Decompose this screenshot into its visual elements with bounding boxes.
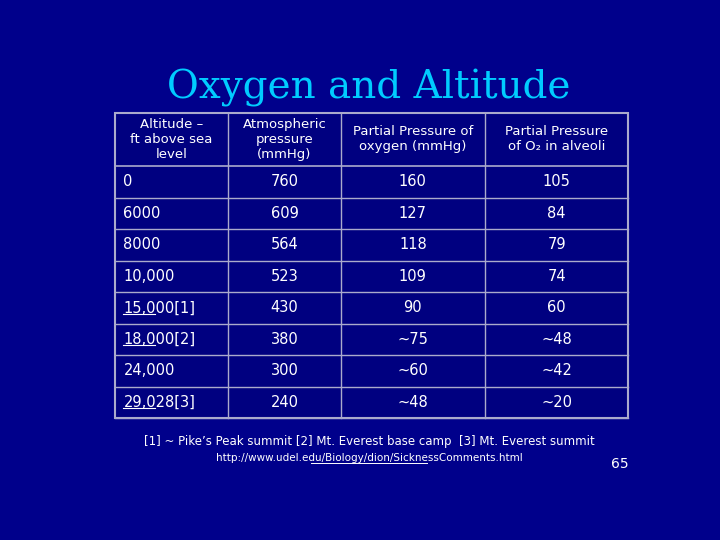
Text: 6000: 6000 [124, 206, 161, 221]
Bar [115, 113, 629, 418]
Text: 609: 609 [271, 206, 299, 221]
Text: 90: 90 [403, 300, 422, 315]
Text: 74: 74 [547, 269, 566, 284]
Text: 8000: 8000 [124, 238, 161, 252]
Text: 380: 380 [271, 332, 298, 347]
Text: 760: 760 [271, 174, 299, 190]
Text: 29,028[3]: 29,028[3] [124, 395, 195, 410]
Text: http://www.udel.edu/Biology/dion/SicknessComments.html: http://www.udel.edu/Biology/dion/Sicknes… [215, 453, 523, 463]
Text: 15,000[1]: 15,000[1] [124, 300, 196, 315]
Text: 105: 105 [543, 174, 570, 190]
Text: 0: 0 [124, 174, 133, 190]
Text: 10,000: 10,000 [124, 269, 175, 284]
Text: 24,000: 24,000 [124, 363, 175, 379]
Text: Altitude –
ft above sea
level: Altitude – ft above sea level [130, 118, 213, 161]
Text: 79: 79 [547, 238, 566, 252]
Text: 160: 160 [399, 174, 427, 190]
Text: 118: 118 [399, 238, 427, 252]
Text: 523: 523 [271, 269, 298, 284]
Text: ~48: ~48 [541, 332, 572, 347]
Text: ~42: ~42 [541, 363, 572, 379]
Bar [115, 113, 629, 418]
Text: Oxygen and Altitude: Oxygen and Altitude [167, 69, 571, 107]
Text: 127: 127 [399, 206, 427, 221]
Text: Partial Pressure
of O₂ in alveoli: Partial Pressure of O₂ in alveoli [505, 125, 608, 153]
Text: 109: 109 [399, 269, 427, 284]
Text: 18,000[2]: 18,000[2] [124, 332, 196, 347]
Text: 240: 240 [271, 395, 299, 410]
Text: ~75: ~75 [397, 332, 428, 347]
Text: ~60: ~60 [397, 363, 428, 379]
Text: 300: 300 [271, 363, 299, 379]
Text: ~48: ~48 [397, 395, 428, 410]
Text: 430: 430 [271, 300, 298, 315]
Text: 564: 564 [271, 238, 298, 252]
Text: Partial Pressure of
oxygen (mmHg): Partial Pressure of oxygen (mmHg) [353, 125, 473, 153]
Text: 84: 84 [547, 206, 566, 221]
Text: ~20: ~20 [541, 395, 572, 410]
Text: 65: 65 [611, 457, 629, 471]
Text: [1] ~ Pike’s Peak summit [2] Mt. Everest base camp  [3] Mt. Everest summit: [1] ~ Pike’s Peak summit [2] Mt. Everest… [143, 435, 595, 448]
Text: 60: 60 [547, 300, 566, 315]
Text: Atmospheric
pressure
(mmHg): Atmospheric pressure (mmHg) [243, 118, 326, 161]
